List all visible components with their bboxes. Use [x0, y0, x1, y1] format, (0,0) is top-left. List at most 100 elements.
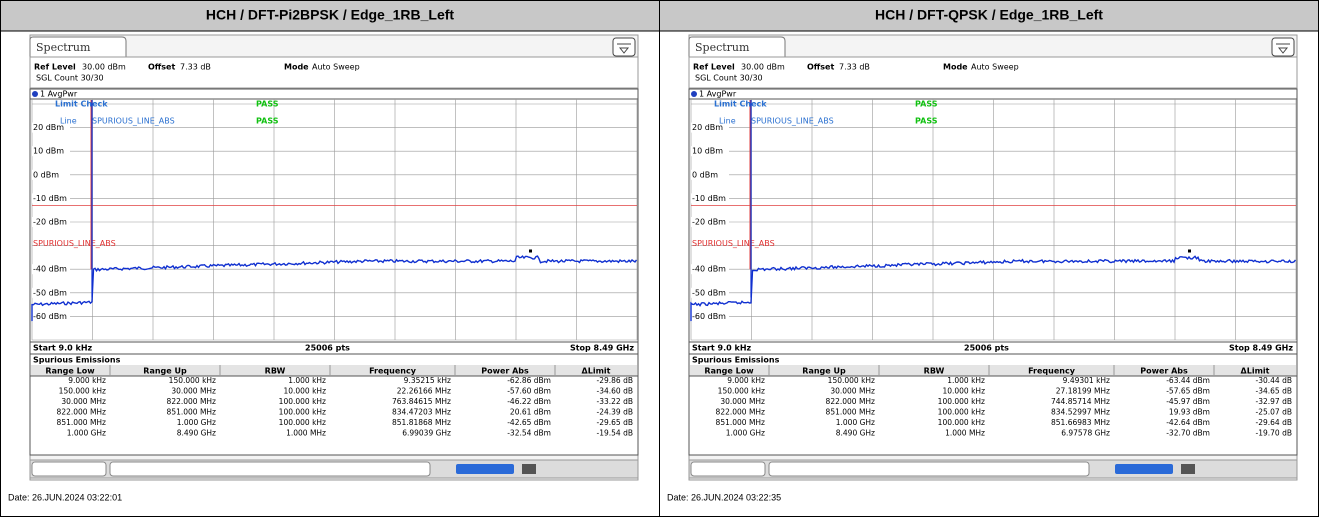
column-header: Range Low	[704, 367, 754, 376]
table-cell: 8.490 GHz	[836, 429, 875, 438]
y-axis-label: -60 dBm	[692, 312, 726, 321]
y-label-bg	[32, 311, 70, 322]
table-cell: -42.65 dBm	[507, 418, 551, 427]
column-header: Range Up	[143, 367, 187, 376]
status-field[interactable]	[31, 461, 107, 477]
table-cell: 1.000 kHz	[288, 376, 326, 385]
table-cell: 6.99039 GHz	[402, 429, 451, 438]
column-header: RBW	[924, 367, 945, 376]
column-header: ΔLimit	[582, 367, 611, 376]
info-box	[29, 56, 639, 89]
limit-line-label: SPURIOUS_LINE_ABS	[692, 239, 775, 248]
y-axis-label: 10 dBm	[33, 147, 64, 156]
table-cell: -34.60 dB	[597, 387, 633, 396]
trace-indicator	[32, 91, 38, 97]
table-header-bg	[31, 365, 637, 376]
table-cell: 1.000 kHz	[947, 376, 985, 385]
mode: Auto Sweep	[971, 63, 1019, 72]
table-cell: 19.93 dBm	[1169, 408, 1210, 417]
table-cell: 9.000 kHz	[727, 376, 765, 385]
menu-icon[interactable]	[1271, 37, 1295, 57]
status-field[interactable]	[109, 461, 431, 477]
y-axis-label: -50 dBm	[33, 288, 67, 297]
table-cell: -19.54 dB	[597, 429, 633, 438]
mode: Auto Sweep	[312, 63, 360, 72]
table-cell: 1.000 GHz	[836, 418, 875, 427]
limit-line-label: SPURIOUS_LINE_ABS	[33, 239, 116, 248]
table-cell: -19.70 dB	[1256, 429, 1292, 438]
table-cell: -33.22 dB	[597, 397, 633, 406]
status-field[interactable]	[768, 461, 1090, 477]
tab[interactable]	[688, 36, 786, 57]
column-header: Frequency	[369, 367, 417, 376]
table-cell: -34.65 dB	[1256, 387, 1292, 396]
date-stamp: Date: 26.JUN.2024 03:22:35	[667, 492, 781, 502]
marker	[1188, 249, 1191, 253]
progress-bar	[456, 464, 514, 474]
table-cell: 1.000 GHz	[67, 429, 106, 438]
status-icon	[522, 464, 536, 474]
column-header: ΔLimit	[1241, 367, 1270, 376]
table-cell: -57.60 dBm	[507, 387, 551, 396]
y-label-bg	[32, 169, 70, 180]
table-cell: 822.000 MHz	[716, 408, 766, 417]
table-cell: -30.44 dB	[1256, 376, 1292, 385]
sweep-points: 25006 pts	[964, 344, 1009, 353]
y-label-bg	[32, 217, 70, 227]
table-cell: -29.86 dB	[597, 376, 633, 385]
table-cell: 822.000 MHz	[826, 397, 876, 406]
table-cell: -24.39 dB	[597, 408, 633, 417]
menu-icon-glyph	[1276, 43, 1290, 54]
start-freq: Start 9.0 kHz	[692, 344, 752, 353]
status-field[interactable]	[690, 461, 766, 477]
y-label-bg	[691, 287, 729, 298]
table-cell: 1.000 MHz	[945, 429, 985, 438]
table-cell: 851.000 MHz	[716, 418, 766, 427]
y-label-bg	[32, 264, 70, 275]
stop-freq: Stop 8.49 GHz	[1229, 344, 1293, 353]
table-cell: 150.000 kHz	[828, 376, 875, 385]
graph-area	[688, 88, 1298, 343]
y-label-bg	[691, 217, 729, 227]
tab[interactable]	[29, 36, 127, 57]
table-cell: 150.000 kHz	[59, 387, 106, 396]
info-box	[688, 56, 1298, 89]
column-header: Power Abs	[1140, 367, 1188, 376]
table-cell: 100.000 kHz	[279, 408, 326, 417]
table-cell: 10.000 kHz	[283, 387, 326, 396]
column-header: Frequency	[1028, 367, 1076, 376]
trace-label: 1 AvgPwr	[699, 90, 737, 99]
limit-check-result: PASS	[915, 100, 938, 109]
table-cell: 9.49301 kHz	[1063, 376, 1110, 385]
trace-indicator	[691, 91, 697, 97]
line-label: Line	[719, 117, 736, 126]
y-axis-label: -60 dBm	[33, 312, 67, 321]
table-cell: -32.70 dBm	[1166, 429, 1210, 438]
line-label: Line	[60, 117, 77, 126]
ref-level: 30.00 dBm	[82, 63, 126, 72]
sgl-count: SGL Count 30/30	[36, 74, 104, 83]
ref-level-label: Ref Level	[693, 63, 735, 72]
table-cell: 20.61 dBm	[510, 408, 551, 417]
panel-header: HCH / DFT-Pi2BPSK / Edge_1RB_Left	[206, 7, 454, 23]
y-label-bg	[691, 122, 729, 133]
table-cell: 1.000 GHz	[177, 418, 216, 427]
column-header: Range Low	[45, 367, 95, 376]
table-cell: 1.000 GHz	[726, 429, 765, 438]
mode-label: Mode	[943, 63, 968, 72]
table-cell: 9.000 kHz	[68, 376, 106, 385]
table-cell: 851.000 MHz	[57, 418, 107, 427]
y-label-bg	[32, 287, 70, 298]
start-freq: Start 9.0 kHz	[33, 344, 93, 353]
table-cell: -42.64 dBm	[1166, 418, 1210, 427]
menu-icon[interactable]	[612, 37, 636, 57]
table-cell: -45.97 dBm	[1166, 397, 1210, 406]
progress-bar	[1115, 464, 1173, 474]
table-cell: 851.000 MHz	[826, 408, 876, 417]
table-cell: 100.000 kHz	[279, 418, 326, 427]
table-cell: 30.000 MHz	[61, 397, 106, 406]
table-cell: 10.000 kHz	[942, 387, 985, 396]
table-cell: 150.000 kHz	[169, 376, 216, 385]
table-cell: 100.000 kHz	[279, 397, 326, 406]
